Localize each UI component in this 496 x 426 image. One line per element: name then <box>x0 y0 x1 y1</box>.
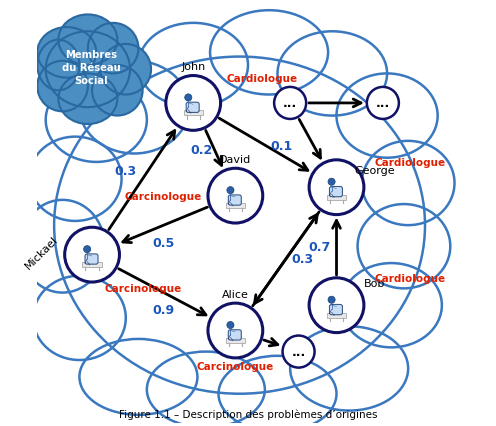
Circle shape <box>367 88 399 120</box>
Ellipse shape <box>37 40 79 91</box>
Circle shape <box>208 169 263 224</box>
Text: David: David <box>219 155 251 164</box>
Text: 0.3: 0.3 <box>115 164 137 178</box>
Text: 0.9: 0.9 <box>153 303 175 316</box>
Ellipse shape <box>358 204 450 289</box>
Ellipse shape <box>219 356 336 426</box>
Ellipse shape <box>54 58 425 394</box>
Ellipse shape <box>277 32 387 116</box>
Text: George: George <box>354 165 395 175</box>
Text: ...: ... <box>292 345 306 358</box>
Text: 0.1: 0.1 <box>271 139 293 152</box>
Ellipse shape <box>20 200 105 293</box>
Ellipse shape <box>341 263 442 348</box>
Circle shape <box>185 95 192 102</box>
Text: 0.7: 0.7 <box>309 240 331 253</box>
FancyBboxPatch shape <box>228 196 241 206</box>
Circle shape <box>227 187 234 194</box>
Circle shape <box>328 296 335 304</box>
Text: Cardiologue: Cardiologue <box>227 73 298 83</box>
FancyBboxPatch shape <box>329 305 342 315</box>
Ellipse shape <box>88 24 138 74</box>
Circle shape <box>328 179 335 186</box>
Circle shape <box>283 336 314 368</box>
Text: Bob: Bob <box>364 279 385 289</box>
Ellipse shape <box>92 66 143 116</box>
Text: Cardiologue: Cardiologue <box>374 273 445 283</box>
Bar <box>226 338 245 343</box>
Text: 0.2: 0.2 <box>190 144 213 156</box>
Text: Membres
du Réseau
Social: Membres du Réseau Social <box>62 50 121 86</box>
Bar <box>184 111 203 116</box>
Ellipse shape <box>138 24 248 108</box>
Ellipse shape <box>29 137 122 222</box>
Text: Cardiologue: Cardiologue <box>374 158 445 167</box>
Text: Carcinologue: Carcinologue <box>105 284 182 294</box>
Ellipse shape <box>33 276 126 360</box>
Text: Carcinologue: Carcinologue <box>124 191 202 201</box>
Text: 0.3: 0.3 <box>292 253 314 266</box>
Ellipse shape <box>79 62 189 154</box>
Circle shape <box>309 278 364 333</box>
Ellipse shape <box>101 45 151 95</box>
Circle shape <box>166 76 221 131</box>
Ellipse shape <box>59 15 118 66</box>
FancyBboxPatch shape <box>228 330 241 340</box>
Text: Carcinologue: Carcinologue <box>197 362 274 371</box>
Ellipse shape <box>46 32 130 108</box>
Text: ...: ... <box>376 97 390 110</box>
Text: ...: ... <box>283 97 297 110</box>
Text: Mickael: Mickael <box>24 234 61 271</box>
Text: 0.5: 0.5 <box>153 236 175 249</box>
Ellipse shape <box>362 141 454 226</box>
Ellipse shape <box>336 74 437 158</box>
Bar <box>327 313 346 318</box>
FancyBboxPatch shape <box>329 187 342 197</box>
Bar <box>327 195 346 200</box>
Circle shape <box>64 228 120 282</box>
Ellipse shape <box>37 28 96 78</box>
Bar <box>82 262 102 268</box>
Bar <box>226 204 245 208</box>
Circle shape <box>83 246 91 253</box>
Ellipse shape <box>59 74 118 125</box>
FancyBboxPatch shape <box>186 103 199 113</box>
Circle shape <box>274 88 306 120</box>
Circle shape <box>227 322 234 329</box>
Text: Figure 1.1 – Description des problèmes d’origines: Figure 1.1 – Description des problèmes d… <box>119 409 377 419</box>
Text: Alice: Alice <box>222 289 249 299</box>
Text: John: John <box>181 62 205 72</box>
Circle shape <box>208 303 263 358</box>
Ellipse shape <box>290 326 408 411</box>
Ellipse shape <box>46 78 147 163</box>
FancyBboxPatch shape <box>85 254 98 265</box>
Ellipse shape <box>37 62 88 112</box>
Ellipse shape <box>147 352 265 426</box>
Ellipse shape <box>79 339 197 415</box>
Circle shape <box>309 161 364 215</box>
Ellipse shape <box>210 11 328 95</box>
